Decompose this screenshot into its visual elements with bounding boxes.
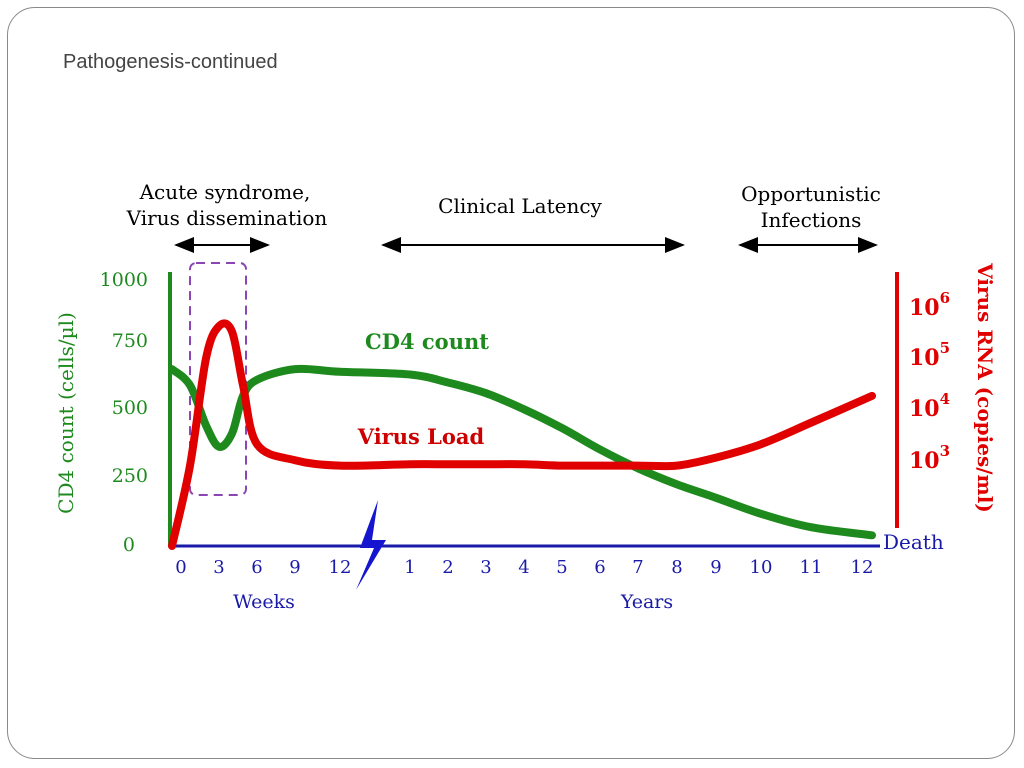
phase-label-acute-line2: Virus dissemination [126,206,328,230]
x-tick-year-6: 6 [594,557,605,578]
x-tick-year-7: 7 [632,557,643,578]
axis-break-icon [356,500,386,590]
x-unit-weeks: Weeks [233,591,295,613]
x-tick-week-12: 12 [329,557,352,578]
phase-label-opportunistic-line1: Opportunistic [741,182,881,206]
x-tick-year-1: 1 [404,557,415,578]
x-tick-year-12: 12 [851,557,874,578]
acute-phase-highlight [189,262,247,496]
y-right-tick-1e6: 106 [909,289,950,321]
x-tick-year-4: 4 [518,557,529,578]
x-tick-week-0: 0 [175,557,186,578]
y-right-tick-1e4: 104 [909,390,950,422]
x-tick-week-9: 9 [289,557,300,578]
y-right-tick-1e3: 103 [909,442,950,474]
y-axis-right-label: Virus RNA (copies/ml) [973,262,997,513]
slide-title: Pathogenesis-continued [63,51,278,73]
slide-frame [7,7,1015,759]
x-tick-week-6: 6 [251,557,262,578]
x-unit-years: Years [620,591,673,613]
y-right-tick-1e5: 105 [909,339,950,371]
y-axis-left-label: CD4 count (cells/µl) [54,312,78,514]
x-tick-year-10: 10 [750,557,773,578]
series-label-cd4-count: CD4 count [365,329,489,354]
y-left-tick-500: 500 [112,397,148,419]
x-tick-week-3: 3 [213,557,224,578]
x-tick-year-11: 11 [800,557,823,578]
x-tick-year-3: 3 [480,557,491,578]
series-label-virus-load: Virus Load [357,424,485,449]
x-tick-year-5: 5 [556,557,567,578]
x-tick-year-2: 2 [442,557,453,578]
y-left-tick-750: 750 [112,330,148,352]
phase-label-latency: Clinical Latency [438,194,602,218]
death-label: Death [883,530,944,554]
x-tick-year-9: 9 [710,557,721,578]
y-left-tick-1000: 1000 [100,269,148,291]
y-left-tick-250: 250 [112,465,148,487]
x-tick-year-8: 8 [671,557,682,578]
phase-label-opportunistic-line2: Infections [761,208,862,232]
series-virus-load-line [168,319,876,550]
y-left-tick-0: 0 [123,534,135,556]
phase-label-acute-line1: Acute syndrome, [139,180,311,204]
series-cd4-count-line [168,364,876,540]
